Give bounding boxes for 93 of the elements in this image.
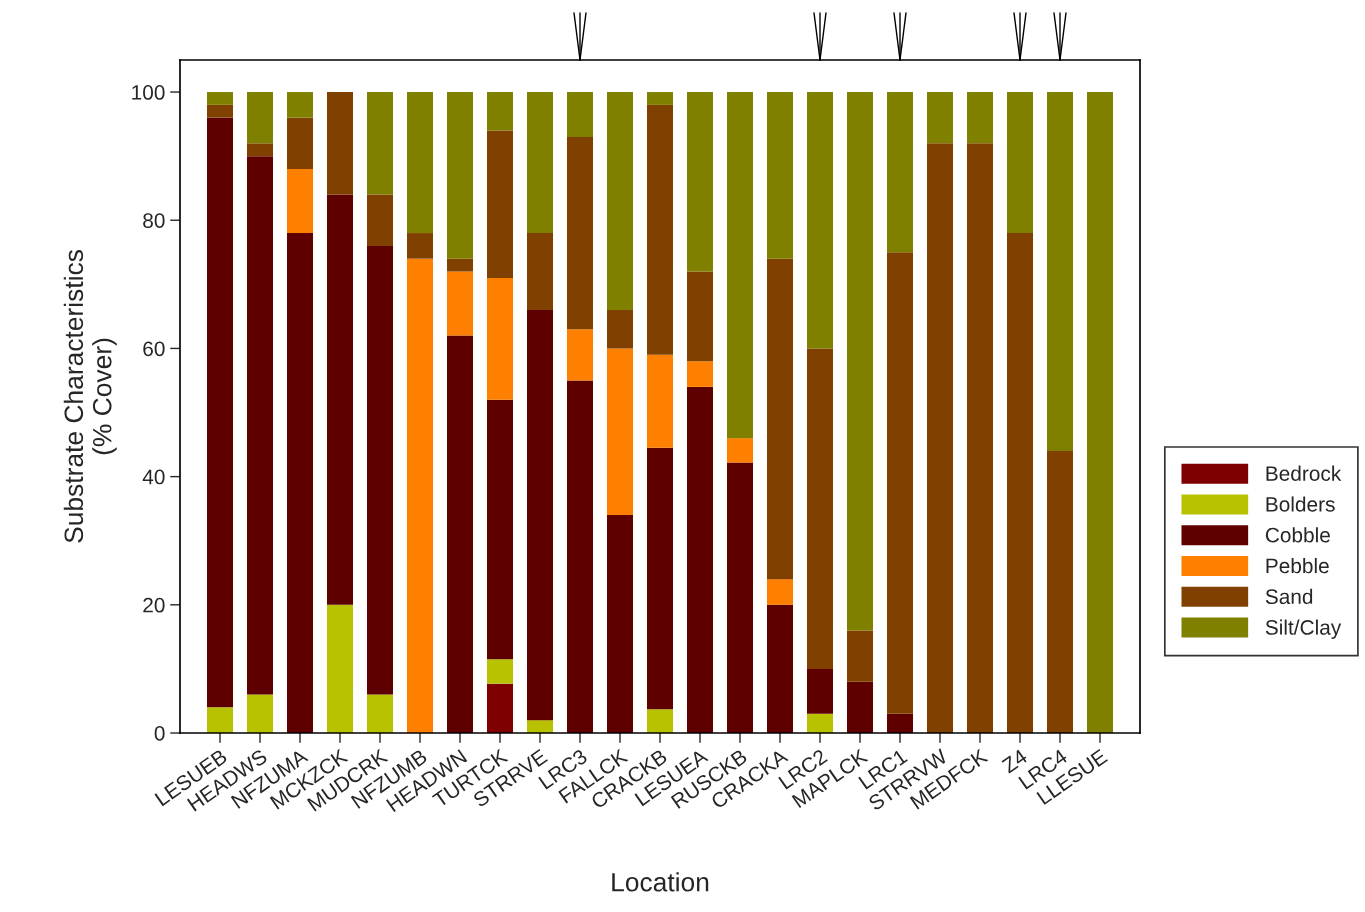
- bar: [527, 233, 553, 310]
- bar: [607, 92, 633, 310]
- bar: [767, 258, 793, 580]
- bar: [807, 713, 833, 733]
- bar: [207, 707, 233, 733]
- bar: [487, 277, 513, 400]
- legend-label: Silt/Clay: [1265, 619, 1342, 639]
- bar: [767, 604, 793, 733]
- y-tick-label: 20: [143, 597, 165, 613]
- bar: [887, 92, 913, 253]
- bar: [567, 380, 593, 733]
- bar: [327, 194, 353, 605]
- bar: [447, 335, 473, 733]
- bar: [767, 579, 793, 605]
- bar: [247, 92, 273, 144]
- bar: [327, 92, 353, 195]
- bar: [807, 92, 833, 349]
- bar: [967, 92, 993, 144]
- bar: [527, 92, 553, 234]
- bar: [687, 386, 713, 733]
- bar: [767, 92, 793, 259]
- bar: [327, 604, 353, 733]
- bar: [967, 143, 993, 733]
- bar: [407, 92, 433, 234]
- bar: [567, 136, 593, 330]
- bar: [887, 252, 913, 714]
- y-axis-title: Substrate Characteristics (% Cover): [63, 250, 117, 543]
- bar: [407, 233, 433, 259]
- bar: [487, 683, 513, 733]
- bar: [687, 361, 713, 387]
- bar: [1007, 92, 1033, 234]
- bar: [847, 681, 873, 733]
- x-axis-title: Location: [612, 872, 709, 892]
- y-tick-label: 80: [143, 213, 165, 228]
- bar: [367, 194, 393, 246]
- bar: [527, 720, 553, 733]
- bar: [607, 309, 633, 349]
- bar: [887, 713, 913, 733]
- bar: [847, 630, 873, 682]
- y-tick-label: 100: [132, 85, 165, 100]
- bar: [567, 329, 593, 381]
- bar: [447, 92, 473, 259]
- bar: [287, 233, 313, 733]
- bar: [727, 462, 753, 733]
- bar: [247, 143, 273, 157]
- bar: [287, 168, 313, 234]
- bar: [407, 258, 433, 733]
- bar: [287, 117, 313, 169]
- bar: [647, 709, 673, 733]
- bar: [527, 309, 553, 721]
- legend-label: Bolders: [1266, 496, 1335, 512]
- bar: [567, 92, 593, 137]
- legend-label: Cobble: [1265, 527, 1330, 543]
- bar: [487, 130, 513, 278]
- bar: [647, 447, 673, 710]
- y-tick-label: 60: [143, 341, 165, 357]
- bar: [207, 104, 233, 118]
- bar: [247, 156, 273, 695]
- bar: [927, 143, 953, 733]
- bar: [487, 92, 513, 131]
- bar: [607, 515, 633, 733]
- bar: [1007, 233, 1033, 733]
- bar: [727, 438, 753, 463]
- bar: [727, 92, 753, 439]
- bar: [647, 104, 673, 355]
- bar: [647, 354, 673, 448]
- bar: [807, 348, 833, 669]
- bar: [207, 117, 233, 708]
- legend-label: Bedrock: [1266, 465, 1342, 481]
- y-tick-label: 0: [154, 726, 165, 741]
- bar: [607, 348, 633, 516]
- bar: [287, 92, 313, 118]
- bar: [687, 271, 713, 362]
- bar: [487, 399, 513, 660]
- bar: [367, 245, 393, 695]
- bar: [487, 659, 513, 684]
- bar: [1047, 92, 1073, 451]
- bar: [927, 92, 953, 144]
- bar: [447, 258, 473, 272]
- bar: [647, 92, 673, 105]
- legend-label: Pebble: [1266, 557, 1329, 574]
- bar: [447, 271, 473, 336]
- bar: [247, 694, 273, 733]
- bar: [367, 92, 393, 195]
- legend-label: Sand: [1265, 588, 1313, 605]
- y-tick-label: 40: [142, 469, 165, 485]
- bar: [1087, 92, 1113, 733]
- bar: [1047, 450, 1073, 733]
- bar: [687, 92, 713, 272]
- bar: [847, 92, 873, 631]
- bar: [367, 694, 393, 733]
- bar: [807, 668, 833, 714]
- bar: [207, 92, 233, 105]
